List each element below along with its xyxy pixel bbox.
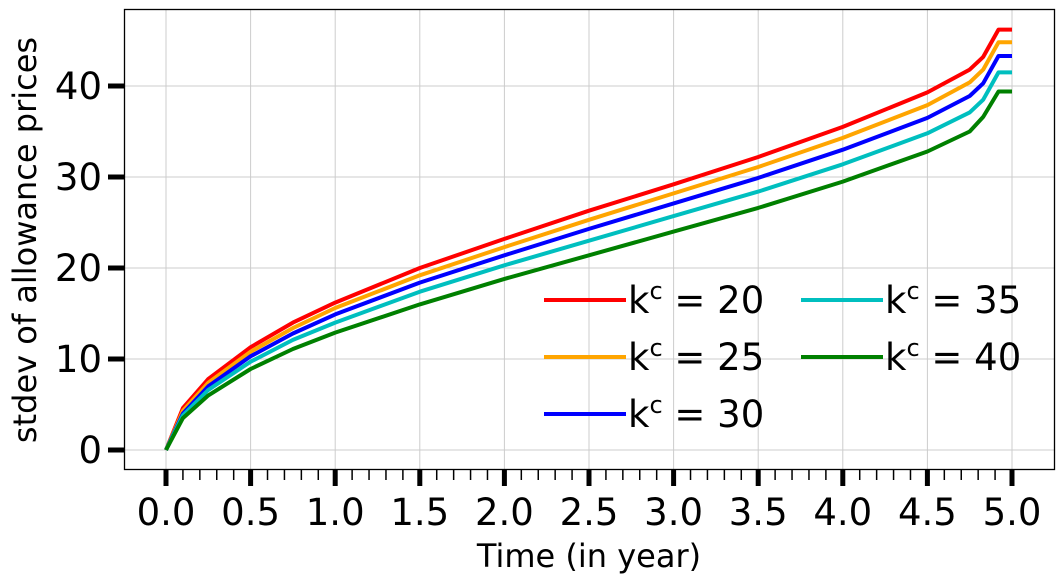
x-tick-label: 1.0 [306,491,365,534]
legend-entry: kc = 40 [801,334,1021,379]
series-line [164,40,1012,451]
legend-entry: kc = 30 [544,391,764,436]
x-tick-label: 2.5 [560,491,619,534]
y-tick-label: 10 [55,338,102,381]
series-line [164,27,1012,451]
x-tick-label: 5.0 [983,491,1042,534]
y-tick-label: 20 [55,247,102,290]
x-tick-label: 2.0 [475,491,534,534]
plot-area-frame [123,8,1056,471]
x-tick-label: 4.5 [898,491,957,534]
y-axis-ticks: 0 10 20 30 40 [55,65,124,472]
series-line [164,54,1012,451]
x-tick-label: 4.0 [813,491,872,534]
legend-entry: kc = 25 [544,334,764,379]
x-axis-ticks: 0.0 0.5 1.0 1.5 2.0 2.5 3.0 3.5 4.0 4.5 5.0 [137,470,1042,534]
legend-label: kc = 25 [628,334,764,379]
legend-entry: kc = 20 [544,277,764,322]
legend-label: kc = 20 [628,277,764,322]
legend-entry: kc = 35 [801,277,1021,322]
x-tick-label: 3.5 [729,491,788,534]
legend-label: kc = 30 [628,391,764,436]
legend-label: kc = 40 [885,334,1021,379]
legend-label: kc = 35 [885,277,1021,322]
x-axis-title: Time (in year) [476,537,701,575]
x-tick-label: 1.5 [390,491,449,534]
data-series [164,27,1012,451]
x-tick-label: 3.0 [644,491,703,534]
x-tick-label: 0.5 [221,491,280,534]
y-tick-label: 30 [55,156,102,199]
series-line [164,89,1012,451]
x-tick-label: 0.0 [137,491,196,534]
y-tick-label: 0 [78,429,102,472]
y-axis-title: stdev of allowance prices [6,37,44,443]
series-line [164,70,1012,451]
y-tick-label: 40 [55,65,102,108]
legend: kc = 20 kc = 25 kc = 30 kc = 35 kc = 40 [544,277,1021,436]
